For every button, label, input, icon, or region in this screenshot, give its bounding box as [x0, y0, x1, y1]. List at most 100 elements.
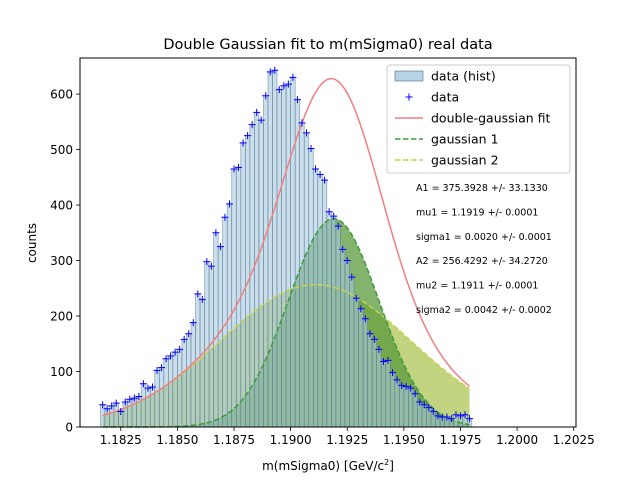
histogram-bar — [113, 402, 119, 428]
data-point — [162, 355, 170, 363]
histogram-bar — [217, 246, 223, 428]
data-point — [176, 345, 184, 353]
data-point — [280, 82, 288, 90]
y-tick-label: 600 — [50, 87, 73, 101]
y-tick-label: 300 — [50, 254, 73, 268]
histogram-bar — [122, 401, 128, 428]
data-point — [429, 407, 437, 415]
fit-parameter-text: mu2 = 1.1911 +/- 0.0001 — [416, 281, 538, 292]
legend-label: gaussian 2 — [431, 153, 499, 168]
data-point — [180, 335, 188, 343]
histogram-bar — [199, 299, 205, 428]
y-tick-label: 400 — [50, 198, 73, 212]
histogram-bar — [177, 349, 183, 428]
histogram-bar — [340, 249, 346, 428]
histogram-bar — [403, 386, 409, 428]
histogram-bar — [272, 69, 278, 428]
chart-title: Double Gaussian fit to m(mSigma0) real d… — [163, 37, 492, 53]
histogram-bar — [389, 372, 396, 428]
histogram-bar — [349, 276, 355, 428]
data-point — [271, 66, 279, 74]
histogram-bar — [276, 89, 282, 428]
data-point — [194, 290, 202, 298]
x-tick-label: 1.1825 — [100, 433, 142, 447]
histogram-bar — [312, 168, 319, 428]
data-point — [298, 119, 306, 127]
histogram-bar — [412, 393, 418, 428]
fit-line — [102, 77, 471, 417]
x-tick-label: 1.1875 — [213, 433, 255, 447]
histogram-bar — [163, 358, 169, 428]
legend-box — [386, 64, 571, 174]
histogram-bar — [240, 142, 246, 428]
data-point — [452, 411, 460, 419]
legend-swatch-hist — [394, 70, 424, 82]
plot-frame — [79, 57, 577, 428]
histogram-bar — [417, 401, 423, 428]
data-point — [302, 129, 310, 137]
data-point — [330, 212, 338, 220]
data-point — [262, 92, 270, 100]
legend-label: data (hist) — [431, 69, 496, 84]
x-tick-label: 1.1850 — [156, 433, 198, 447]
data-point — [393, 376, 401, 384]
data-point — [112, 399, 120, 407]
data-point — [411, 390, 419, 398]
data-point — [216, 243, 224, 251]
histogram-bar — [394, 379, 400, 428]
x-axis-ticks: 1.1825 1.1850 1.1875 1.1900 1.1925 1.1950 1.19… — [100, 427, 595, 447]
histogram-bar — [186, 333, 192, 428]
histogram-bar — [290, 77, 296, 428]
legend-swatch-points — [405, 93, 413, 101]
histogram-bar — [385, 360, 391, 428]
histogram-bars — [100, 69, 473, 428]
y-tick-label: 100 — [50, 365, 73, 379]
data-point — [121, 398, 129, 406]
fit-parameter-text: mu1 = 1.1919 +/- 0.0001 — [416, 207, 538, 218]
data-point — [366, 330, 374, 338]
histogram-bar — [344, 260, 350, 428]
data-point — [235, 163, 243, 171]
data-point — [425, 404, 433, 412]
fit-parameter-text: sigma2 = 0.0042 +/- 0.0002 — [416, 305, 552, 316]
fit-parameter-text: sigma1 = 0.0020 +/- 0.0001 — [416, 232, 552, 243]
data-point — [289, 73, 297, 81]
data-point — [307, 144, 315, 152]
data-point — [293, 96, 301, 104]
x-tick-label: 1.1975 — [439, 433, 481, 447]
y-tick-label: 200 — [50, 309, 73, 323]
data-point — [275, 86, 283, 94]
histogram-bar — [263, 95, 269, 428]
data-point — [253, 108, 261, 116]
histogram-bar — [231, 168, 237, 428]
data-point — [212, 229, 220, 237]
data-point — [325, 208, 333, 216]
data-point — [420, 401, 428, 409]
data-point — [117, 407, 125, 415]
data-point — [398, 381, 406, 389]
data-point — [416, 398, 424, 406]
legend-label: gaussian 1 — [431, 132, 499, 147]
data-point — [443, 413, 451, 421]
histogram-bar — [294, 99, 300, 428]
data-point — [130, 394, 138, 402]
data-point — [171, 348, 179, 356]
data-point — [316, 171, 324, 179]
histogram-bar — [285, 83, 291, 428]
histogram-bar — [154, 370, 160, 428]
data-point — [203, 258, 211, 266]
data-point — [99, 401, 107, 409]
data-point — [357, 305, 365, 313]
histogram-bar — [308, 148, 314, 428]
histogram-bar — [267, 71, 273, 428]
data-point — [198, 295, 206, 303]
histogram-bar — [399, 385, 405, 428]
data-point — [321, 176, 329, 184]
histogram-bar — [303, 132, 310, 428]
histogram-bar — [376, 349, 382, 428]
data-point — [334, 222, 342, 230]
histogram-bar — [331, 215, 337, 428]
histogram-bar — [358, 308, 364, 428]
data-point — [135, 392, 143, 400]
